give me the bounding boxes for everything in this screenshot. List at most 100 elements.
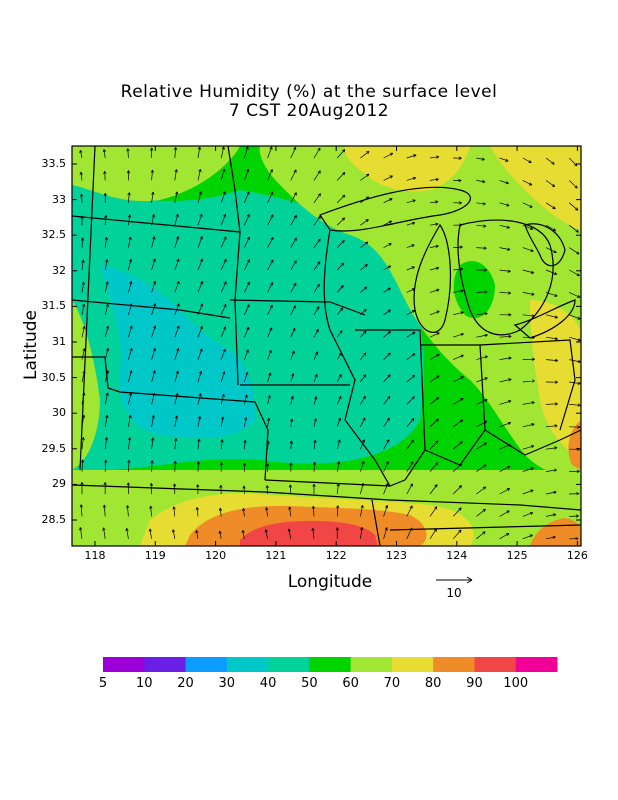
colorbar-label: 40 bbox=[259, 676, 277, 691]
wind-arrow bbox=[244, 191, 250, 203]
wind-arrow bbox=[336, 194, 346, 204]
wind-arrow bbox=[383, 331, 391, 338]
wind-arrow bbox=[406, 176, 417, 181]
wind-arrow bbox=[220, 326, 227, 338]
wind-arrow bbox=[569, 314, 581, 320]
wind-arrow bbox=[267, 349, 272, 360]
wind-arrow bbox=[267, 282, 274, 293]
x-tick-label: 121 bbox=[265, 549, 287, 562]
wind-arrow bbox=[151, 236, 156, 248]
wind-arrow bbox=[128, 236, 132, 248]
wind-arrow bbox=[522, 534, 533, 540]
wind-arrow bbox=[406, 309, 416, 316]
y-tick-label: 28.5 bbox=[41, 513, 67, 526]
wind-arrow bbox=[429, 222, 439, 226]
wind-arrow bbox=[128, 347, 133, 360]
wind-arrow bbox=[267, 169, 273, 181]
wind-arrow bbox=[313, 170, 321, 181]
wind-arrow bbox=[360, 330, 367, 338]
wind-arrow bbox=[499, 180, 509, 185]
wind-arrow bbox=[267, 372, 272, 383]
wind-arrow bbox=[499, 269, 511, 273]
wind-arrow bbox=[360, 482, 365, 495]
wind-arrow bbox=[102, 527, 106, 539]
y-axis-label: Latitude bbox=[21, 310, 41, 380]
wind-arrow bbox=[569, 537, 579, 541]
wind-arrow bbox=[545, 202, 556, 210]
contour-100-south bbox=[240, 520, 378, 546]
wind-arrow bbox=[151, 437, 155, 450]
wind-arrow bbox=[104, 459, 108, 472]
colorbar-swatch bbox=[185, 657, 228, 672]
wind-arrow bbox=[219, 484, 223, 495]
wind-arrow bbox=[383, 374, 391, 383]
wind-arrow bbox=[522, 180, 533, 186]
contour-70-region-ne bbox=[259, 146, 581, 475]
wind-arrow bbox=[288, 506, 292, 517]
wind-arrow bbox=[151, 347, 156, 360]
wind-arrow bbox=[313, 328, 319, 338]
wind-arrow bbox=[128, 303, 133, 315]
wind-arrow bbox=[244, 146, 249, 159]
wind-arrow bbox=[79, 193, 84, 203]
wind-arrow bbox=[476, 290, 488, 294]
wind-arrow bbox=[406, 483, 413, 495]
wind-arrow bbox=[290, 260, 297, 271]
wind-arrow bbox=[360, 150, 370, 159]
wind-arrow bbox=[267, 259, 274, 271]
wind-arrow bbox=[149, 505, 153, 517]
wind-arrow bbox=[197, 415, 202, 427]
wind-arrow bbox=[383, 417, 390, 427]
wind-arrow bbox=[244, 371, 249, 383]
colorbar-label: 10 bbox=[135, 676, 153, 691]
wind-arrow bbox=[220, 371, 226, 383]
wind-arrow bbox=[545, 358, 559, 363]
wind-arrow bbox=[174, 258, 180, 271]
wind-arrow bbox=[197, 236, 203, 248]
wind-arrow bbox=[336, 461, 341, 472]
wind-arrow bbox=[429, 332, 440, 338]
wind-arrow bbox=[103, 192, 107, 203]
colorbar-swatch bbox=[226, 657, 269, 672]
wind-arrow bbox=[383, 439, 390, 450]
wind-arrow bbox=[545, 292, 558, 297]
wind-arrow bbox=[220, 416, 225, 427]
y-tick-label: 30 bbox=[52, 406, 66, 420]
wind-arrow bbox=[195, 529, 199, 539]
wind-arrow bbox=[569, 403, 581, 407]
wind-arrow bbox=[429, 244, 439, 248]
wind-arrow bbox=[499, 157, 509, 162]
wind-arrow bbox=[499, 313, 512, 317]
wind-arrow bbox=[453, 354, 464, 360]
wind-arrow bbox=[104, 414, 109, 427]
wind-arrow bbox=[406, 374, 416, 383]
wind-arrow bbox=[406, 505, 413, 517]
wind-arrow bbox=[545, 446, 558, 450]
wind-arrow bbox=[313, 439, 317, 450]
wind-arrow bbox=[197, 281, 204, 293]
wind-arrow bbox=[499, 334, 512, 339]
wind-arrow bbox=[244, 214, 250, 226]
y-tick-label: 33 bbox=[52, 192, 66, 206]
wind-arrow bbox=[522, 401, 535, 405]
wind-arrow bbox=[383, 265, 392, 271]
x-tick-label: 120 bbox=[205, 549, 227, 562]
wind-arrow bbox=[336, 149, 346, 159]
y-tick-label: 29.5 bbox=[41, 441, 67, 455]
wind-arrow bbox=[197, 325, 203, 338]
wind-arrow bbox=[79, 504, 83, 517]
wind-arrow bbox=[80, 481, 84, 494]
wind-arrow bbox=[104, 370, 110, 383]
colorbar-swatch bbox=[515, 657, 558, 672]
wind-arrow bbox=[429, 177, 439, 182]
wind-arrow bbox=[569, 269, 580, 277]
wind-arrow bbox=[476, 333, 488, 338]
x-tick-label: 123 bbox=[386, 549, 407, 562]
wind-arrow bbox=[197, 348, 203, 360]
wind-arrow bbox=[311, 505, 316, 517]
wind-arrow bbox=[288, 484, 293, 495]
wind-arrow bbox=[174, 325, 180, 338]
wind-arrow bbox=[545, 247, 557, 254]
wind-arrow bbox=[383, 505, 389, 517]
wind-arrow bbox=[360, 352, 367, 360]
